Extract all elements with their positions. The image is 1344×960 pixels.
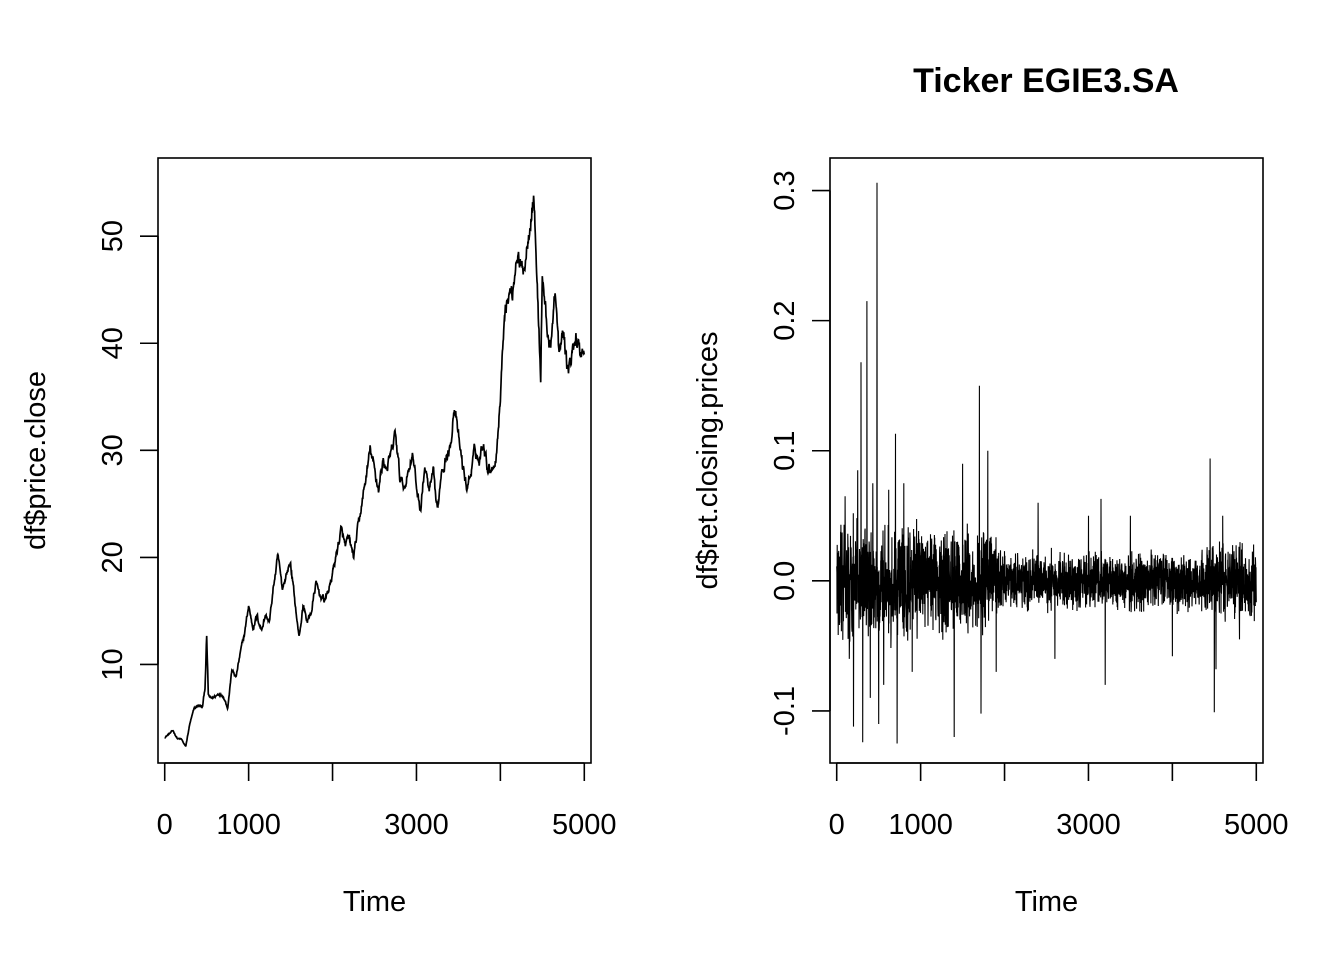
main-title: Ticker EGIE3.SA	[913, 62, 1179, 100]
x-tick-label: 5000	[552, 809, 617, 841]
returns-plot: 0 1000 3000 5000 Time -0.1 0.0 0.1 0.2 0.3 df$ret.…	[692, 157, 1289, 918]
x-tick-label: 3000	[1056, 809, 1121, 841]
y-tick-label: -0.1	[769, 686, 801, 736]
y-tick-label: 0.1	[769, 431, 801, 471]
y-tick-label: 50	[97, 220, 129, 252]
returns-line	[836, 182, 1257, 744]
x-tick-label: 0	[157, 809, 173, 841]
price-line	[164, 195, 586, 747]
y-tick-label: 40	[97, 327, 129, 359]
y-tick-label: 0.2	[769, 300, 801, 340]
price-close-plot: 0 1000 3000 5000 Time 10 20 30 40 50 df$price.clos…	[20, 157, 617, 918]
y-tick-label: 0.3	[769, 170, 801, 210]
y-tick-label: 10	[97, 648, 129, 680]
x-tick-label: 3000	[384, 809, 449, 841]
x-tick-label: 1000	[216, 809, 281, 841]
y-tick-label: 0.0	[769, 561, 801, 601]
y-axis-label: df$price.close	[20, 371, 52, 550]
y-tick-label: 20	[97, 541, 129, 573]
x-axis-label: Time	[1015, 886, 1078, 918]
y-axis-label: df$ret.closing.prices	[692, 332, 724, 590]
x-tick-label: 5000	[1224, 809, 1289, 841]
x-tick-label: 0	[829, 809, 845, 841]
x-tick-label: 1000	[888, 809, 953, 841]
x-axis-label: Time	[343, 886, 406, 918]
y-tick-label: 30	[97, 434, 129, 466]
